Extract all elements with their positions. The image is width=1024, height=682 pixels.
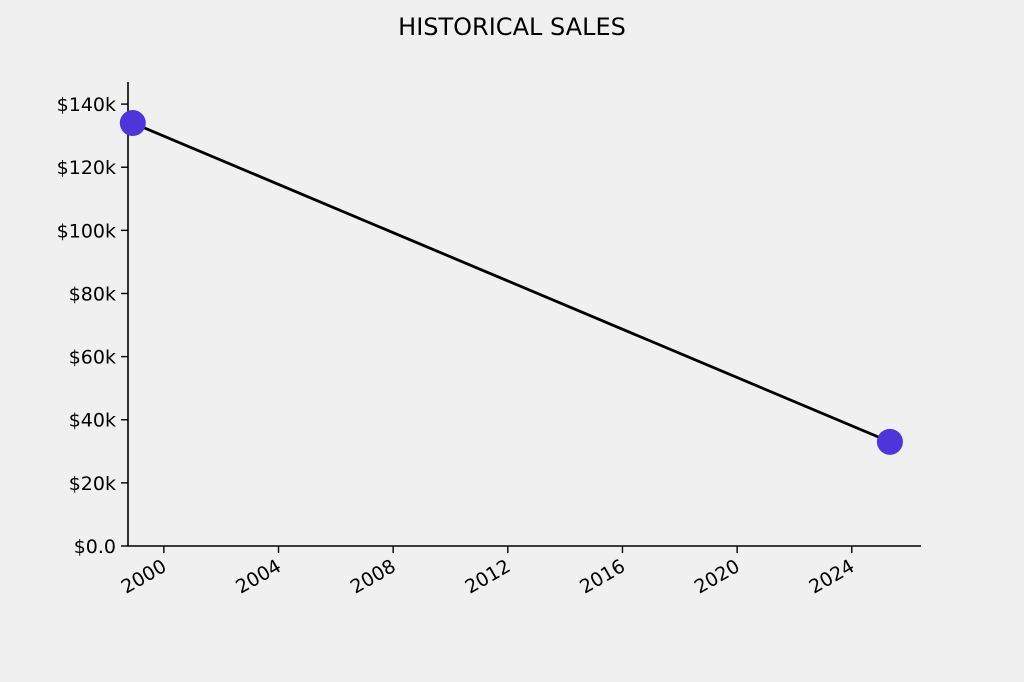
x-tick-label: 2012 <box>461 555 514 598</box>
y-tick-label: $60k <box>69 347 116 369</box>
series-layer <box>119 110 903 455</box>
data-point <box>876 428 903 455</box>
x-tick-label: 2024 <box>805 555 858 598</box>
x-tick-label: 2000 <box>117 555 170 598</box>
y-axis-ticks: $0.0 $20k $40k $60k $80k $100k $120k $140k <box>57 94 128 558</box>
x-tick-label: 2004 <box>232 555 285 598</box>
y-tick-label: $80k <box>69 283 116 305</box>
y-tick-label: $100k <box>57 220 116 242</box>
y-tick-label: $0.0 <box>74 536 116 558</box>
data-point <box>119 110 146 137</box>
y-tick-label: $40k <box>69 410 116 432</box>
chart-title: HISTORICAL SALES <box>398 13 626 41</box>
axes <box>127 82 921 547</box>
x-tick-label: 2020 <box>691 555 744 598</box>
x-axis-ticks: 2000 2004 2008 2012 2016 2020 2024 <box>117 546 858 599</box>
series-line <box>132 121 891 444</box>
x-tick-label: 2008 <box>347 555 400 598</box>
y-tick-label: $140k <box>57 94 116 116</box>
x-tick-label: 2016 <box>576 555 629 598</box>
y-tick-label: $120k <box>57 157 116 179</box>
y-tick-label: $20k <box>69 473 116 495</box>
